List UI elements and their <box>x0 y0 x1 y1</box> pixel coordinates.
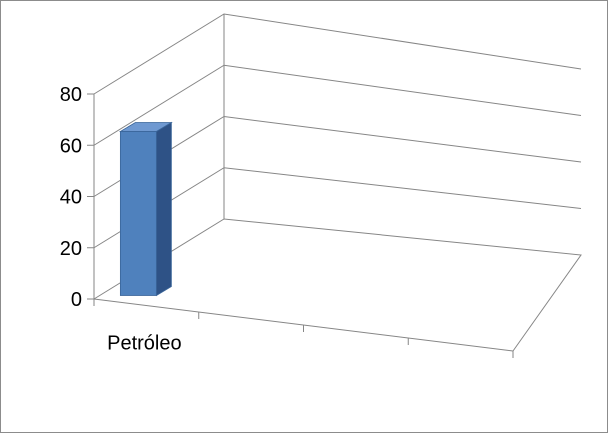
y-tick-label: 0 <box>71 289 82 311</box>
bar <box>118 121 173 297</box>
gridline <box>93 13 582 95</box>
x-tick-label: Petróleo <box>107 333 182 355</box>
bars <box>118 121 173 297</box>
bar-front-face <box>119 131 157 296</box>
x-tick-labels: Petróleo <box>107 333 182 355</box>
y-tick-labels: 0 20 40 60 80 <box>60 84 82 311</box>
y-tick-label: 40 <box>60 187 82 209</box>
axes <box>87 14 514 358</box>
y-tick-label: 80 <box>60 84 82 106</box>
y-tick-label: 20 <box>60 238 82 260</box>
y-tick-label: 60 <box>60 135 82 157</box>
bar-side-face <box>155 121 172 297</box>
